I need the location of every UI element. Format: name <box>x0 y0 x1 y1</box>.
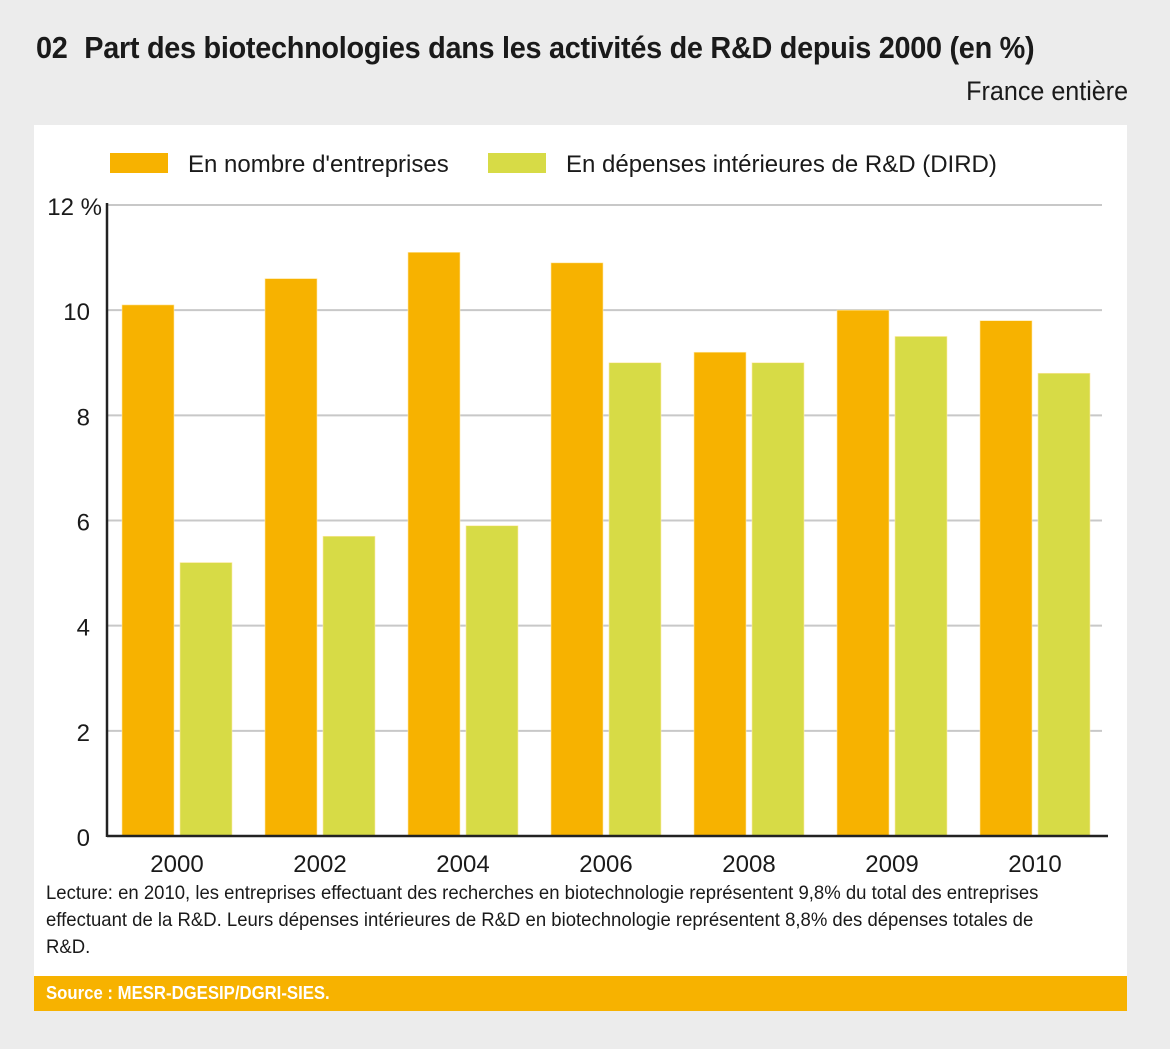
bar-entreprises-2008 <box>693 351 747 837</box>
figure-number: 02 <box>36 30 68 65</box>
y-tick-label: 2 <box>77 720 90 747</box>
title-text: Part des biotechnologies dans les activi… <box>84 30 1035 65</box>
reading-note: Lecture: en 2010, les entreprises effect… <box>46 882 1039 958</box>
y-tick-label: 6 <box>77 510 90 537</box>
y-tick-label: 12 % <box>47 194 102 221</box>
x-tick-label: 2002 <box>293 851 346 878</box>
legend-swatch <box>110 153 168 173</box>
bar-entreprises-2009 <box>836 309 890 837</box>
x-tick-label: 2004 <box>436 851 489 878</box>
chart-subtitle: France entière <box>966 76 1128 106</box>
y-tick-label: 4 <box>77 615 90 642</box>
bar-entreprises-2010 <box>979 320 1033 837</box>
x-tick-label: 2000 <box>150 851 203 878</box>
bar-entreprises-2006 <box>550 262 604 837</box>
x-tick-label: 2010 <box>1008 851 1061 878</box>
chart-title: 02 Part des biotechnologies dans les acti… <box>36 30 1035 66</box>
gridlines <box>107 204 1102 732</box>
legend-swatch <box>488 153 546 173</box>
y-tick-label: 10 <box>63 299 90 326</box>
bar-entreprises-2004 <box>407 252 461 837</box>
axes: 0 2 4 6 8 10 12 % 2000 2002 2004 2006 2008 2009 2010 <box>47 194 1108 878</box>
bar-dird-2002 <box>322 535 376 837</box>
bar-dird-2000 <box>179 562 233 837</box>
x-tick-label: 2009 <box>865 851 918 878</box>
bar-dird-2008 <box>751 362 805 837</box>
x-tick-label: 2006 <box>579 851 632 878</box>
legend-label: En dépenses intérieures de R&D (DIRD) <box>566 151 997 178</box>
legend-label: En nombre d'entreprises <box>188 151 449 178</box>
bar-entreprises-2000 <box>121 304 175 837</box>
bar-entreprises-2002 <box>264 278 318 837</box>
y-tick-label: 8 <box>77 404 90 431</box>
source-text: Source : MESR-DGESIP/DGRI-SIES. <box>46 983 330 1003</box>
bars <box>121 252 1091 837</box>
bar-dird-2009 <box>894 336 948 837</box>
y-tick-label: 0 <box>77 825 90 852</box>
bar-dird-2010 <box>1037 372 1091 837</box>
source-bar: Source : MESR-DGESIP/DGRI-SIES. <box>34 976 1127 1011</box>
legend: En nombre d'entreprises En dépenses intér… <box>110 151 997 178</box>
bar-dird-2006 <box>608 362 662 837</box>
bar-dird-2004 <box>465 525 519 837</box>
x-tick-label: 2008 <box>722 851 775 878</box>
